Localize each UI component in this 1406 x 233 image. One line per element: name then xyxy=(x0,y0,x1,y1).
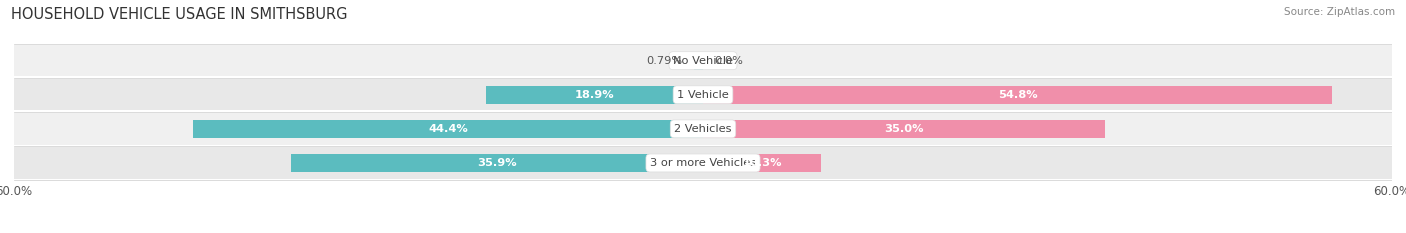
Bar xyxy=(193,120,703,138)
Text: 10.3%: 10.3% xyxy=(742,158,782,168)
Text: 2 Vehicles: 2 Vehicles xyxy=(675,124,731,134)
Bar xyxy=(486,86,703,104)
Bar xyxy=(14,79,1392,110)
Text: 18.9%: 18.9% xyxy=(575,90,614,100)
Text: No Vehicle: No Vehicle xyxy=(673,56,733,66)
Text: 35.0%: 35.0% xyxy=(884,124,924,134)
Text: 44.4%: 44.4% xyxy=(429,124,468,134)
Text: 54.8%: 54.8% xyxy=(998,90,1038,100)
Bar xyxy=(14,113,1392,144)
Text: Source: ZipAtlas.com: Source: ZipAtlas.com xyxy=(1284,7,1395,17)
Text: HOUSEHOLD VEHICLE USAGE IN SMITHSBURG: HOUSEHOLD VEHICLE USAGE IN SMITHSBURG xyxy=(11,7,347,22)
Text: 35.9%: 35.9% xyxy=(477,158,516,168)
Bar xyxy=(14,147,1392,179)
Text: 1 Vehicle: 1 Vehicle xyxy=(678,90,728,100)
Text: 0.79%: 0.79% xyxy=(647,56,682,66)
Bar xyxy=(703,120,1105,138)
Bar xyxy=(14,45,1392,76)
Bar xyxy=(695,52,703,70)
Bar xyxy=(291,154,703,172)
Bar xyxy=(703,86,1333,104)
Bar xyxy=(703,154,821,172)
Text: 0.0%: 0.0% xyxy=(714,56,744,66)
Text: 3 or more Vehicles: 3 or more Vehicles xyxy=(650,158,756,168)
